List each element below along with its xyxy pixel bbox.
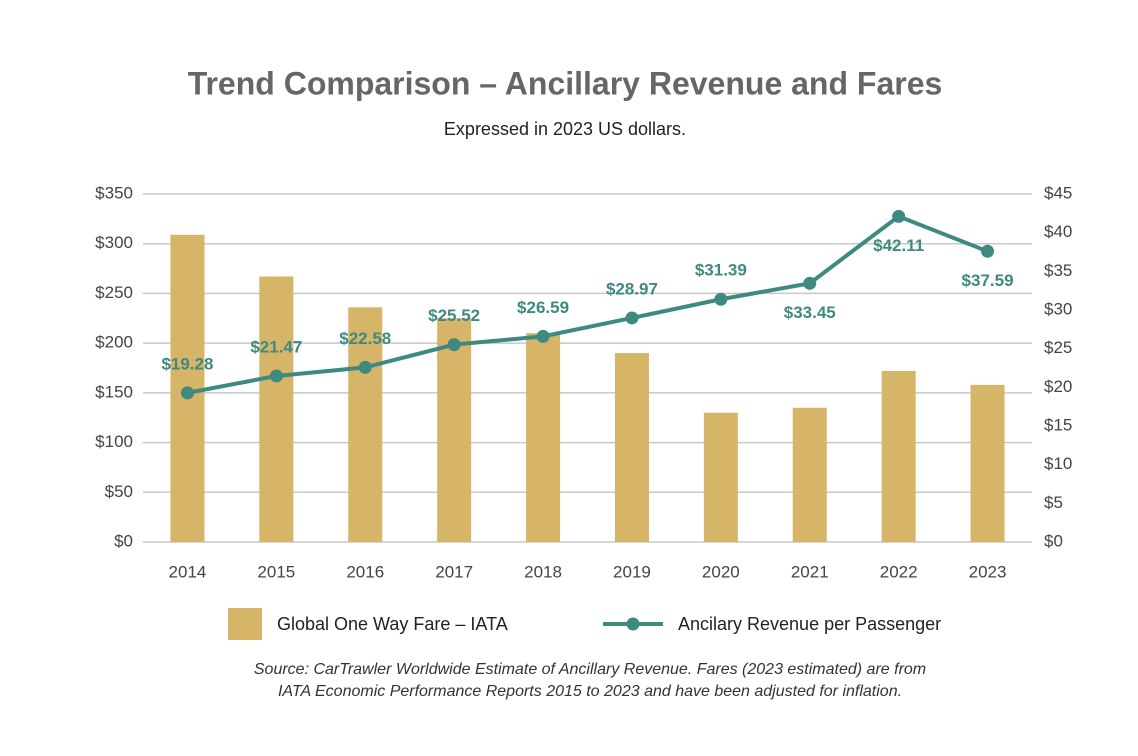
point bbox=[714, 292, 728, 306]
data-label: $33.45 bbox=[784, 303, 836, 322]
chart-title: Trend Comparison – Ancillary Revenue and… bbox=[188, 65, 943, 101]
x-tick-label: 2016 bbox=[346, 562, 384, 581]
bar bbox=[437, 318, 472, 542]
point bbox=[536, 329, 550, 343]
bar bbox=[970, 384, 1005, 542]
point bbox=[447, 338, 461, 352]
data-label: $42.11 bbox=[873, 236, 924, 255]
x-tick-label: 2014 bbox=[169, 562, 207, 581]
data-label: $22.58 bbox=[339, 329, 391, 348]
y-tick-label: $150 bbox=[95, 382, 133, 401]
legend-label: Ancilary Revenue per Passenger bbox=[678, 614, 941, 634]
y2-tick-label: $10 bbox=[1044, 454, 1072, 473]
y2-tick-label: $25 bbox=[1044, 338, 1072, 357]
bar bbox=[614, 353, 649, 542]
y-tick-label: $50 bbox=[105, 482, 133, 501]
y2-tick-label: $40 bbox=[1044, 222, 1072, 241]
data-label: $21.47 bbox=[250, 337, 302, 356]
bar bbox=[881, 370, 916, 542]
point bbox=[892, 209, 906, 223]
y2-tick-label: $20 bbox=[1044, 377, 1072, 396]
point bbox=[180, 386, 194, 400]
data-label: $31.39 bbox=[695, 261, 747, 280]
footnote: IATA Economic Performance Reports 2015 t… bbox=[278, 683, 902, 700]
x-tick-label: 2015 bbox=[257, 562, 295, 581]
y2-tick-label: $15 bbox=[1044, 415, 1072, 434]
footnote: Source: CarTrawler Worldwide Estimate of… bbox=[254, 661, 926, 678]
line bbox=[187, 214, 989, 395]
bar bbox=[792, 407, 827, 542]
y-tick-label: $350 bbox=[95, 183, 133, 202]
data-label: $19.28 bbox=[161, 354, 213, 373]
data-label: $28.97 bbox=[606, 279, 658, 298]
point bbox=[269, 369, 283, 383]
bar bbox=[259, 276, 294, 542]
y-tick-label: $300 bbox=[95, 233, 133, 252]
y-tick-label: $200 bbox=[95, 333, 133, 352]
point bbox=[981, 244, 995, 258]
point bbox=[625, 311, 639, 325]
y2-tick-label: $45 bbox=[1044, 183, 1072, 202]
legend-swatch bbox=[626, 617, 640, 631]
x-tick-label: 2021 bbox=[791, 562, 829, 581]
x-tick-label: 2019 bbox=[613, 562, 651, 581]
y-tick-label: $100 bbox=[95, 432, 133, 451]
bar bbox=[703, 412, 738, 542]
data-label: $26.59 bbox=[517, 298, 569, 317]
chart-subtitle: Expressed in 2023 US dollars. bbox=[444, 119, 686, 139]
x-tick-label: 2017 bbox=[435, 562, 473, 581]
bar bbox=[526, 333, 561, 542]
y2-tick-label: $0 bbox=[1044, 531, 1063, 550]
bar bbox=[348, 307, 383, 542]
point bbox=[358, 360, 372, 374]
legend-label: Global One Way Fare – IATA bbox=[277, 614, 508, 634]
point bbox=[803, 276, 817, 290]
legend-swatch bbox=[228, 608, 262, 640]
x-tick-label: 2020 bbox=[702, 562, 740, 581]
y2-tick-label: $5 bbox=[1044, 493, 1063, 512]
data-label: $25.52 bbox=[428, 306, 480, 325]
y2-tick-label: $35 bbox=[1044, 261, 1072, 280]
x-tick-label: 2018 bbox=[524, 562, 562, 581]
y-tick-label: $250 bbox=[95, 283, 133, 302]
data-label: $37.59 bbox=[962, 271, 1014, 290]
y2-tick-label: $30 bbox=[1044, 299, 1072, 318]
y-tick-label: $0 bbox=[114, 531, 133, 550]
x-tick-label: 2022 bbox=[880, 562, 918, 581]
x-tick-label: 2023 bbox=[969, 562, 1007, 581]
